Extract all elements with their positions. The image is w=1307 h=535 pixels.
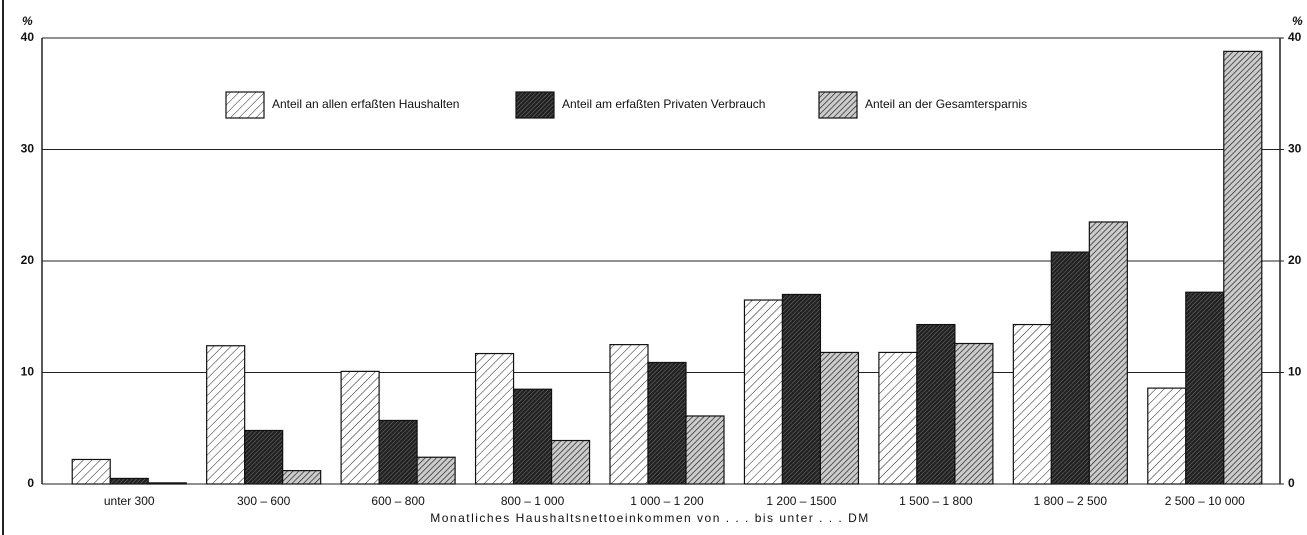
legend-swatch xyxy=(818,91,858,119)
bar xyxy=(819,351,860,485)
y2-tick-label: 30 xyxy=(1288,142,1302,156)
y2-tick-label: 40 xyxy=(1288,30,1302,44)
y2-tick-label: 10 xyxy=(1288,365,1302,379)
bar xyxy=(609,344,649,485)
x-tick-label: 1 000 – 1 200 xyxy=(630,494,704,508)
y-tick-label: 30 xyxy=(21,142,35,156)
x-tick-label: 1 500 – 1 800 xyxy=(899,494,973,508)
bar xyxy=(1185,291,1225,485)
bar xyxy=(743,299,784,485)
x-tick-label: 2 500 – 10 000 xyxy=(1165,494,1245,508)
bar xyxy=(1088,221,1128,485)
legend-label: Anteil an allen erfaßten Haushalten xyxy=(272,97,459,111)
x-tick-label: 800 – 1 000 xyxy=(501,494,565,508)
y2-tick-label: 20 xyxy=(1288,253,1302,267)
bar xyxy=(71,458,111,485)
x-tick-label: 1 200 – 1500 xyxy=(766,494,836,508)
legend-label: Anteil an der Gesamtersparnis xyxy=(865,97,1027,111)
legend-label: Anteil am erfaßten Privaten Verbrauch xyxy=(562,97,765,111)
legend-swatch xyxy=(225,91,265,119)
x-tick-label: 600 – 800 xyxy=(371,494,425,508)
y-tick-label: 20 xyxy=(21,253,35,267)
bar xyxy=(1050,251,1090,485)
y-tick-label: 40 xyxy=(21,30,35,44)
bar xyxy=(1012,323,1052,485)
bar xyxy=(878,351,918,485)
bar xyxy=(244,429,284,485)
bar xyxy=(416,456,456,485)
x-tick-label: unter 300 xyxy=(104,494,155,508)
y2-unit: % xyxy=(1292,14,1303,28)
legend-swatch xyxy=(515,91,555,119)
y-unit: % xyxy=(22,14,33,28)
bar xyxy=(282,470,322,485)
y-tick-label: 10 xyxy=(21,365,35,379)
x-axis-label: Monatliches Haushaltsnettoeinkommen von … xyxy=(430,511,870,525)
x-tick-label: 1 800 – 2 500 xyxy=(1034,494,1108,508)
bar xyxy=(954,342,994,485)
bar xyxy=(647,361,687,485)
bar xyxy=(512,388,553,485)
x-tick-label: 300 – 600 xyxy=(237,494,291,508)
y-tick-label: 0 xyxy=(27,476,34,490)
bar xyxy=(147,482,187,485)
bar xyxy=(781,293,822,485)
bar xyxy=(550,439,591,485)
bar xyxy=(685,415,725,485)
bar xyxy=(1147,387,1187,485)
y2-tick-label: 0 xyxy=(1288,476,1295,490)
bar xyxy=(474,352,515,485)
bar xyxy=(916,323,956,485)
bar xyxy=(109,477,149,485)
bar xyxy=(378,419,418,485)
bar xyxy=(206,345,246,485)
bar xyxy=(340,370,380,485)
bar xyxy=(1223,50,1263,485)
